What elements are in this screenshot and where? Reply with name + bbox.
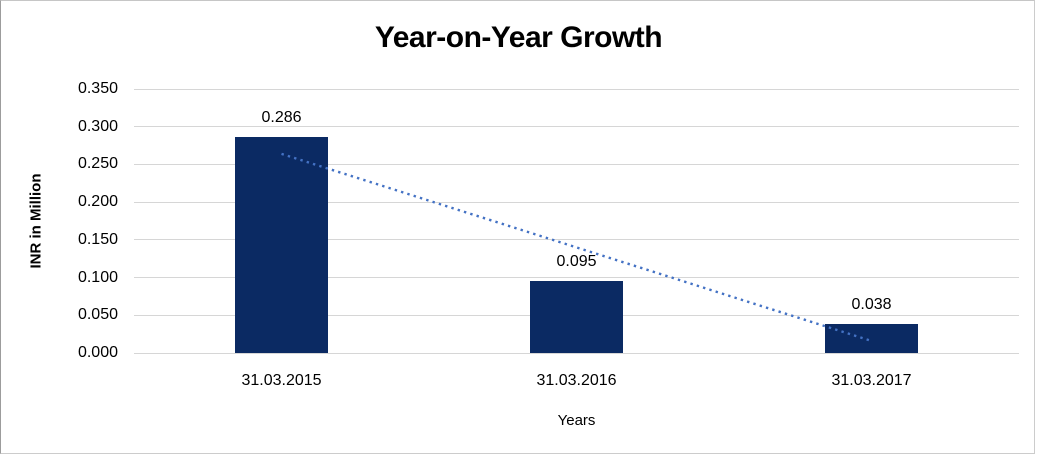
y-tick-label: 0.350: [77, 80, 118, 97]
x-tick-label: 31.03.2015: [241, 372, 322, 389]
y-tick-label: 0.300: [77, 117, 118, 135]
data-label: 0.286: [261, 109, 302, 127]
x-tick-label: 31.03.2017: [831, 372, 912, 389]
chart-title: Year-on-Year Growth: [374, 21, 663, 54]
y-axis-title-label: INR in Million: [27, 173, 45, 269]
data-label: 0.038: [851, 296, 892, 314]
y-tick-label: 0.200: [77, 193, 118, 211]
y-tick-label: 0.250: [77, 155, 118, 173]
y-tick-label: 0.100: [77, 268, 118, 286]
bar-31.03.2017: [825, 324, 918, 353]
bar-31.03.2015: [235, 137, 328, 353]
x-axis-title: Years: [557, 412, 596, 429]
bar-31.03.2016: [530, 281, 623, 353]
y-tick-label: 0.150: [77, 230, 118, 248]
x-tick-label: 31.03.2016: [536, 372, 617, 389]
gridline: [134, 126, 1019, 128]
y-tick-label: 0.050: [77, 306, 118, 324]
data-label: 0.095: [556, 253, 597, 271]
plot-area: 0.286 0.095 0.038: [134, 88, 1019, 354]
y-tick-label: 0.000: [77, 344, 118, 361]
gridline: [134, 352, 1019, 354]
gridline: [134, 88, 1019, 90]
